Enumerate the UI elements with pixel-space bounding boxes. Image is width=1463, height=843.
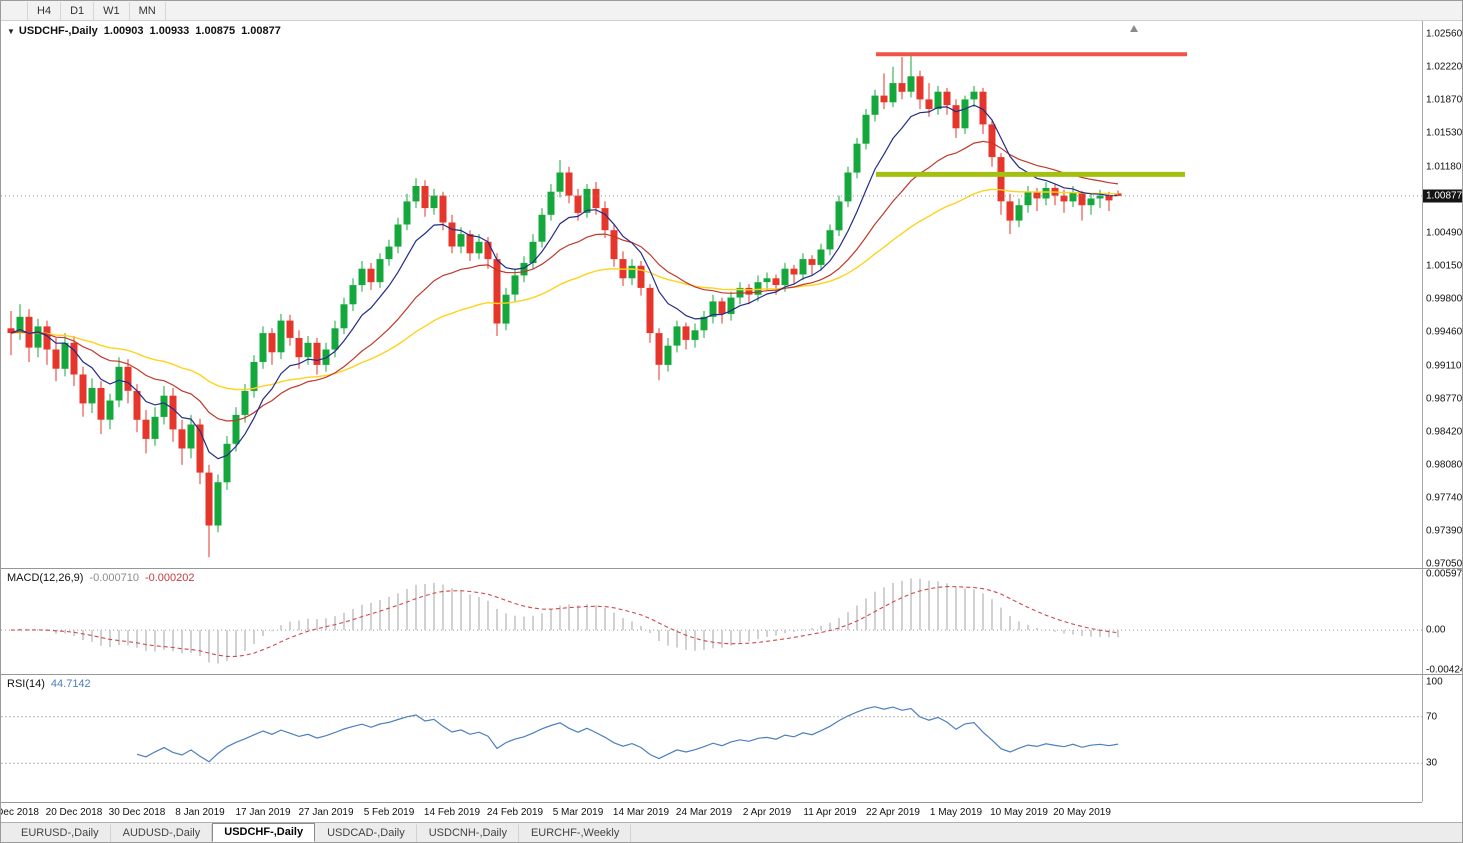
time-axis-label: 30 Dec 2018	[108, 807, 166, 818]
rsi-axis-label: 30	[1426, 757, 1438, 769]
time-axis-label: 27 Jan 2019	[298, 807, 354, 818]
ohlc-high: 1.00933	[149, 25, 190, 37]
price-axis-label: 1.02220	[1426, 61, 1463, 73]
time-axis-label: 24 Feb 2019	[486, 807, 544, 818]
chart-tabs-bar: EURUSD-,Daily AUDUSD-,Daily USDCHF-,Daily U…	[1, 822, 1462, 842]
tab-eurchf-weekly[interactable]: EURCHF-,Weekly	[519, 824, 632, 842]
rsi-axis-label: 100	[1426, 676, 1443, 688]
price-axis-label: 1.01180	[1426, 161, 1462, 173]
macd-label: MACD(12,26,9) -0.000710 -0.000202	[7, 572, 195, 584]
chart-shift-marker-icon[interactable]	[1130, 25, 1138, 32]
macd-name: MACD(12,26,9)	[7, 572, 84, 584]
rsi-canvas[interactable]	[1, 675, 1422, 802]
rsi-line	[136, 706, 1119, 763]
tab-usdcnh-daily[interactable]: USDCNH-,Daily	[417, 824, 519, 842]
time-axis-label: 11 Apr 2019	[803, 807, 857, 818]
tab-audusd-daily[interactable]: AUDUSD-,Daily	[111, 824, 213, 842]
time-axis-label: 22 Apr 2019	[866, 807, 920, 818]
time-axis-label: 2 Apr 2019	[742, 807, 792, 818]
time-axis-label: 10 May 2019	[990, 807, 1048, 818]
time-axis-label: 5 Feb 2019	[363, 807, 415, 818]
price-axis-label: 1.01530	[1426, 127, 1463, 139]
chart-menu-icon[interactable]: ▼	[7, 27, 15, 36]
time-axis-label: 8 Jan 2019	[175, 807, 225, 818]
time-axis-label: 5 Mar 2019	[552, 807, 604, 818]
rsi-axis-label: 70	[1426, 711, 1438, 723]
time-axis-label: 11 Dec 2018	[1, 807, 39, 818]
price-chart-canvas[interactable]	[1, 21, 1422, 568]
tab-usdchf-daily[interactable]: USDCHF-,Daily	[212, 823, 316, 842]
price-axis-label: 1.01870	[1426, 94, 1463, 106]
rsi-name: RSI(14)	[7, 678, 45, 690]
macd-axis-label: -0.004243	[1426, 664, 1462, 676]
ohlc-low: 1.00875	[195, 25, 236, 37]
macd-signal-line	[10, 585, 1119, 657]
macd-value: -0.000710	[89, 572, 139, 584]
macd-histogram	[19, 578, 1119, 664]
time-axis-label: 20 May 2019	[1053, 807, 1111, 818]
macd-signal-value: -0.000202	[144, 572, 195, 584]
timeframe-toolbar: H4 D1 W1 MN	[1, 1, 1462, 21]
tab-eurusd-daily[interactable]: EURUSD-,Daily	[9, 824, 111, 842]
rsi-panel-divider[interactable]	[1, 674, 1462, 675]
macd-axis-label: 0.00	[1426, 624, 1446, 636]
ma-slow-line	[10, 188, 1119, 391]
macd-panel-divider[interactable]	[1, 568, 1462, 569]
macd-canvas[interactable]	[1, 569, 1422, 674]
current-price-badge: 1.00877	[1423, 189, 1462, 203]
ma-fast-line	[10, 104, 1119, 460]
time-axis-label: 17 Jan 2019	[235, 807, 291, 818]
time-axis-label: 24 Mar 2019	[675, 807, 733, 818]
ohlc-open: 1.00903	[103, 25, 144, 37]
price-axis-label: 0.98080	[1426, 459, 1463, 471]
time-axis-label: 14 Feb 2019	[423, 807, 481, 818]
price-axis-label: 1.02560	[1426, 28, 1463, 40]
timeframe-button-h4[interactable]: H4	[27, 1, 62, 20]
timeframe-button-d1[interactable]: D1	[61, 1, 95, 20]
chart-title: ▼ USDCHF-,Daily 1.00903 1.00933 1.00875 1.008…	[7, 25, 281, 37]
time-axis-label: 14 Mar 2019	[612, 807, 670, 818]
ohlc-close: 1.00877	[241, 25, 281, 37]
price-axis-label: 0.97390	[1426, 525, 1463, 537]
tab-usdcad-daily[interactable]: USDCAD-,Daily	[315, 824, 417, 842]
price-axis-label: 0.99460	[1426, 326, 1463, 338]
timeframe-button-w1[interactable]: W1	[94, 1, 130, 20]
price-axis-label: 0.99800	[1426, 293, 1463, 305]
price-axis[interactable]: 1.00877 1.02560 1.02220 1.01870 1.01530 1.01…	[1422, 21, 1463, 802]
price-axis-label: 0.98770	[1426, 393, 1463, 405]
timeframe-button-mn[interactable]: MN	[130, 1, 166, 20]
price-axis-label: 0.97050	[1426, 558, 1463, 570]
rsi-value: 44.7142	[50, 678, 91, 690]
time-axis-label: 20 Dec 2018	[45, 807, 103, 818]
price-axis-label: 0.98420	[1426, 426, 1463, 438]
price-axis-label: 0.99110	[1426, 360, 1462, 372]
candles-layer	[7, 54, 1122, 558]
chart-symbol-label: USDCHF-,Daily	[18, 25, 98, 37]
time-axis-label: 1 May 2019	[929, 807, 983, 818]
rsi-label: RSI(14) 44.7142	[7, 678, 91, 690]
price-axis-label: 1.00150	[1426, 260, 1463, 272]
ma-mid-line	[10, 140, 1119, 422]
price-axis-label: 0.97740	[1426, 492, 1463, 504]
macd-axis-label: 0.00597	[1426, 568, 1463, 580]
time-axis[interactable]: 11 Dec 2018 20 Dec 2018 30 Dec 2018 8 Jan 2…	[1, 802, 1422, 824]
price-axis-label: 1.00490	[1426, 227, 1463, 239]
